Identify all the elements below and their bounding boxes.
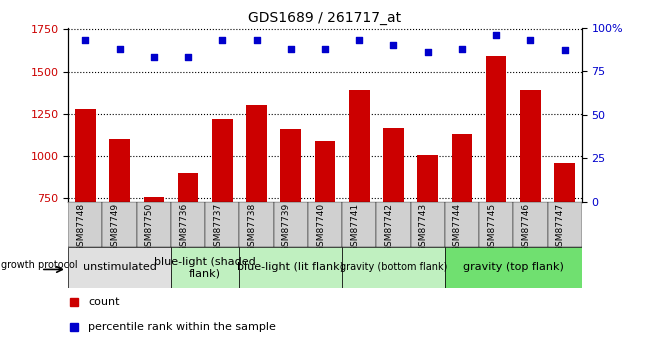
Bar: [452, 134, 472, 202]
Text: GSM87737: GSM87737: [213, 203, 222, 252]
Text: unstimulated: unstimulated: [83, 263, 157, 272]
Bar: [342, 247, 445, 288]
Bar: [68, 202, 103, 247]
Text: GSM87742: GSM87742: [384, 203, 393, 252]
Bar: [281, 129, 301, 202]
Bar: [246, 106, 266, 202]
Bar: [205, 202, 239, 247]
Point: [149, 55, 159, 60]
Bar: [178, 173, 198, 202]
Point: [422, 49, 433, 55]
Text: gravity (top flank): gravity (top flank): [463, 263, 564, 272]
Title: GDS1689 / 261717_at: GDS1689 / 261717_at: [248, 11, 402, 25]
Bar: [514, 202, 547, 247]
Bar: [479, 202, 514, 247]
Point: [525, 37, 536, 42]
Text: blue-light (shaded
flank): blue-light (shaded flank): [154, 257, 256, 278]
Text: GSM87739: GSM87739: [281, 203, 291, 252]
Text: GSM87748: GSM87748: [76, 203, 85, 252]
Text: GSM87736: GSM87736: [179, 203, 188, 252]
Bar: [417, 155, 438, 202]
Bar: [445, 247, 582, 288]
Bar: [342, 202, 376, 247]
Text: GSM87741: GSM87741: [350, 203, 359, 252]
Bar: [109, 139, 130, 202]
Bar: [103, 202, 136, 247]
Bar: [445, 202, 479, 247]
Text: count: count: [88, 297, 120, 307]
Text: GSM87750: GSM87750: [145, 203, 154, 252]
Text: GSM87744: GSM87744: [453, 203, 462, 252]
Text: GSM87746: GSM87746: [521, 203, 530, 252]
Bar: [171, 247, 239, 288]
Bar: [136, 202, 171, 247]
Text: GSM87747: GSM87747: [556, 203, 565, 252]
Point: [183, 55, 193, 60]
Text: GSM87745: GSM87745: [487, 203, 496, 252]
Bar: [376, 202, 411, 247]
Point: [491, 32, 501, 37]
Text: GSM87743: GSM87743: [419, 203, 428, 252]
Point: [457, 46, 467, 51]
Bar: [308, 202, 342, 247]
Bar: [171, 202, 205, 247]
Bar: [144, 197, 164, 202]
Text: blue-light (lit flank): blue-light (lit flank): [237, 263, 344, 272]
Bar: [411, 202, 445, 247]
Bar: [547, 202, 582, 247]
Point: [320, 46, 330, 51]
Bar: [315, 141, 335, 202]
Bar: [75, 109, 96, 202]
Text: gravity (bottom flank): gravity (bottom flank): [340, 263, 447, 272]
Text: GSM87749: GSM87749: [111, 203, 120, 252]
Point: [285, 46, 296, 51]
Point: [114, 46, 125, 51]
Text: percentile rank within the sample: percentile rank within the sample: [88, 322, 276, 332]
Point: [560, 48, 570, 53]
Text: GSM87740: GSM87740: [316, 203, 325, 252]
Bar: [239, 202, 274, 247]
Bar: [486, 56, 506, 202]
Text: growth protocol: growth protocol: [1, 260, 78, 270]
Bar: [554, 163, 575, 202]
Bar: [349, 90, 369, 202]
Bar: [68, 247, 171, 288]
Bar: [239, 247, 342, 288]
Text: GSM87738: GSM87738: [248, 203, 257, 252]
Bar: [384, 128, 404, 202]
Point: [217, 37, 228, 42]
Bar: [274, 202, 308, 247]
Point: [80, 37, 90, 42]
Bar: [520, 90, 541, 202]
Bar: [212, 119, 233, 202]
Point: [354, 37, 365, 42]
Point: [252, 37, 262, 42]
Point: [388, 42, 398, 48]
